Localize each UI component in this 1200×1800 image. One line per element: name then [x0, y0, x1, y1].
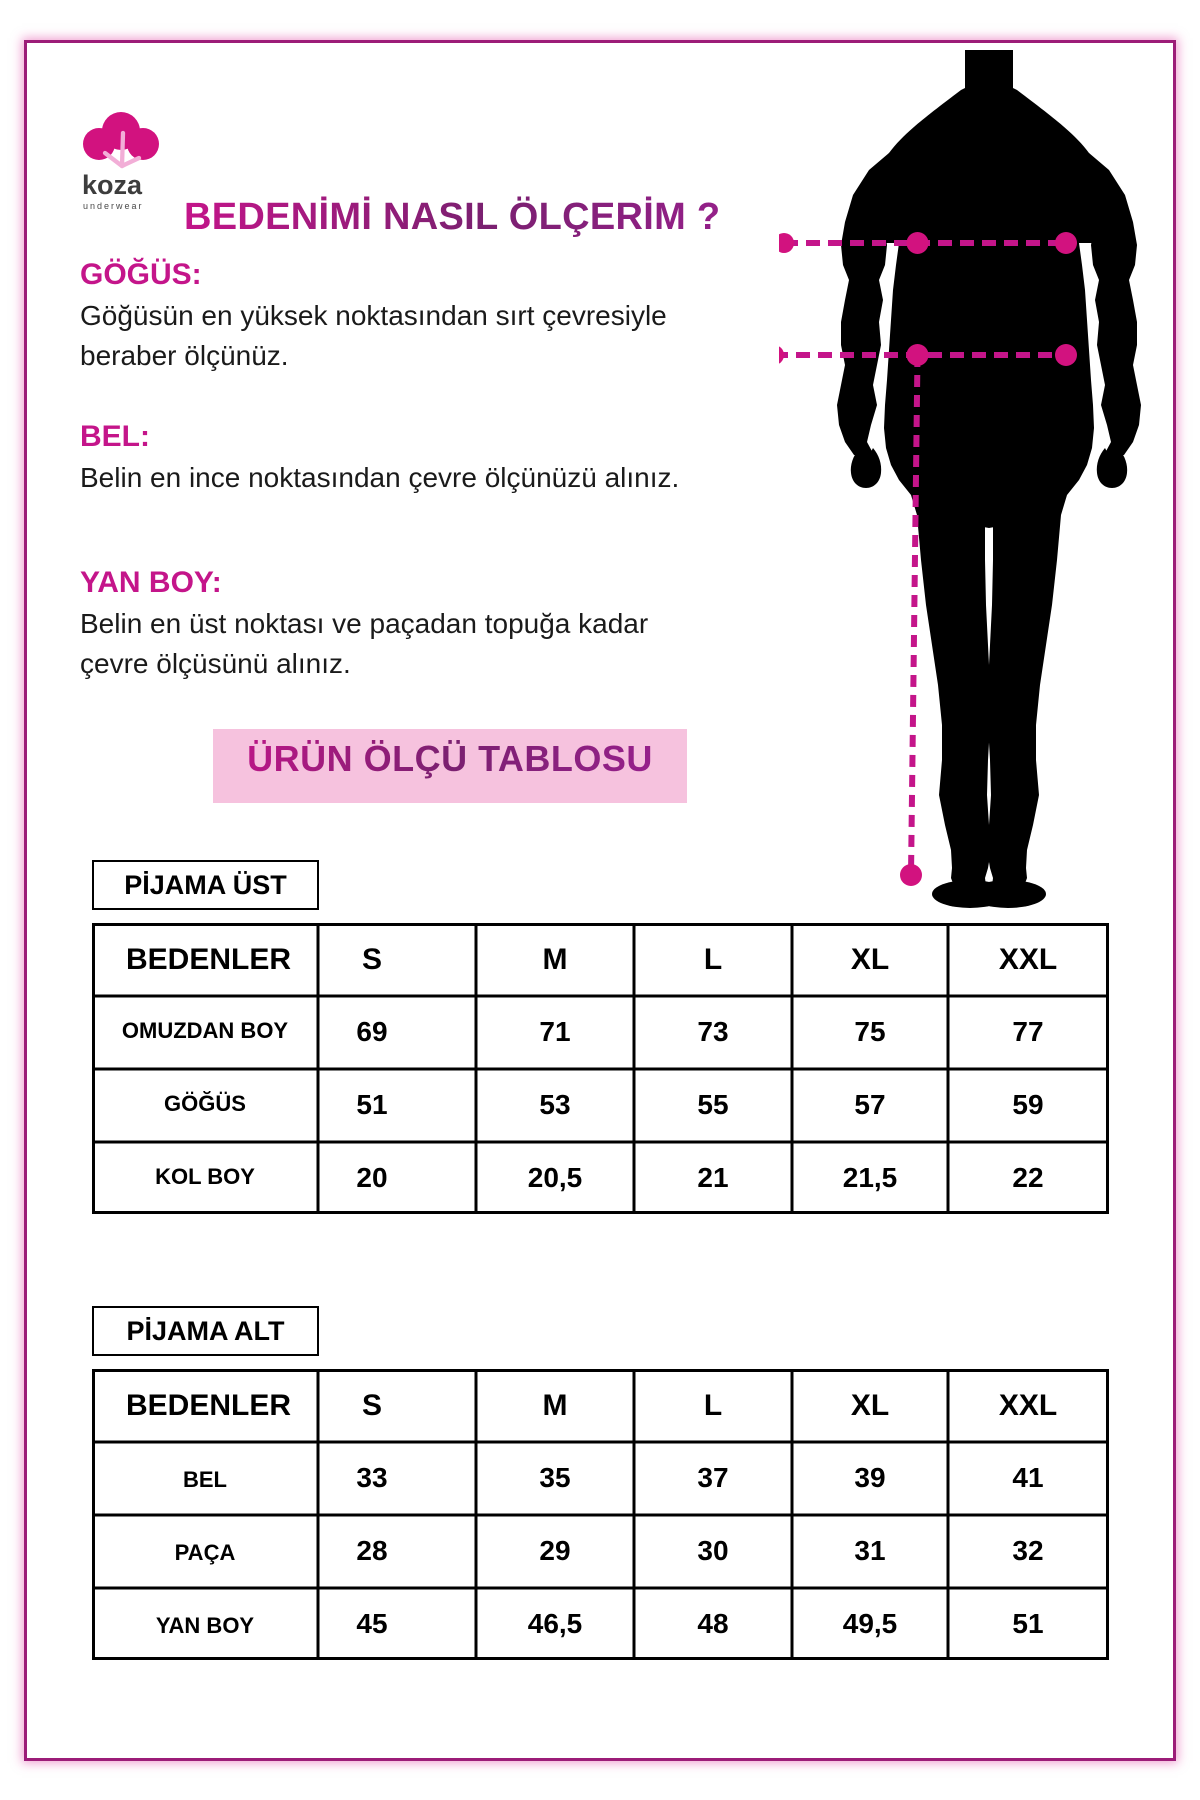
svg-text:57: 57 — [854, 1089, 885, 1120]
svg-text:29: 29 — [539, 1535, 570, 1566]
svg-text:XL: XL — [851, 1389, 889, 1422]
svg-text:59: 59 — [1012, 1089, 1043, 1120]
svg-text:53: 53 — [539, 1089, 570, 1120]
svg-text:XXL: XXL — [999, 1389, 1057, 1422]
svg-text:L: L — [704, 943, 722, 976]
svg-text:69: 69 — [356, 1016, 387, 1047]
svg-text:48: 48 — [697, 1608, 728, 1639]
svg-text:30: 30 — [697, 1535, 728, 1566]
svg-text:22: 22 — [1012, 1162, 1043, 1193]
svg-text:35: 35 — [539, 1462, 570, 1493]
svg-text:PAÇA: PAÇA — [175, 1540, 236, 1565]
svg-text:33: 33 — [356, 1462, 387, 1493]
svg-text:37: 37 — [697, 1462, 728, 1493]
svg-text:31: 31 — [854, 1535, 885, 1566]
svg-text:45: 45 — [356, 1608, 387, 1639]
svg-text:51: 51 — [356, 1089, 387, 1120]
svg-text:YAN BOY: YAN BOY — [156, 1613, 255, 1638]
svg-text:BEL: BEL — [183, 1467, 227, 1492]
svg-text:32: 32 — [1012, 1535, 1043, 1566]
svg-text:46,5: 46,5 — [528, 1608, 583, 1639]
svg-text:XXL: XXL — [999, 943, 1057, 976]
svg-text:L: L — [704, 1389, 722, 1422]
svg-text:41: 41 — [1012, 1462, 1043, 1493]
svg-text:39: 39 — [854, 1462, 885, 1493]
svg-text:S: S — [362, 943, 382, 976]
svg-text:73: 73 — [697, 1016, 728, 1047]
svg-text:77: 77 — [1012, 1016, 1043, 1047]
svg-text:21: 21 — [697, 1162, 728, 1193]
svg-text:20,5: 20,5 — [528, 1162, 583, 1193]
svg-text:S: S — [362, 1389, 382, 1422]
svg-text:21,5: 21,5 — [843, 1162, 898, 1193]
svg-text:20: 20 — [356, 1162, 387, 1193]
svg-text:55: 55 — [697, 1089, 728, 1120]
svg-text:51: 51 — [1012, 1608, 1043, 1639]
svg-text:OMUZDAN BOY: OMUZDAN BOY — [122, 1018, 289, 1043]
svg-text:GÖĞÜS: GÖĞÜS — [164, 1091, 246, 1116]
svg-text:BEDENLER: BEDENLER — [126, 943, 291, 976]
svg-text:75: 75 — [854, 1016, 885, 1047]
svg-text:M: M — [543, 943, 568, 976]
svg-text:XL: XL — [851, 943, 889, 976]
svg-text:KOL BOY: KOL BOY — [155, 1164, 255, 1189]
svg-text:49,5: 49,5 — [843, 1608, 898, 1639]
svg-text:M: M — [543, 1389, 568, 1422]
svg-text:71: 71 — [539, 1016, 570, 1047]
svg-text:28: 28 — [356, 1535, 387, 1566]
svg-text:BEDENLER: BEDENLER — [126, 1389, 291, 1422]
